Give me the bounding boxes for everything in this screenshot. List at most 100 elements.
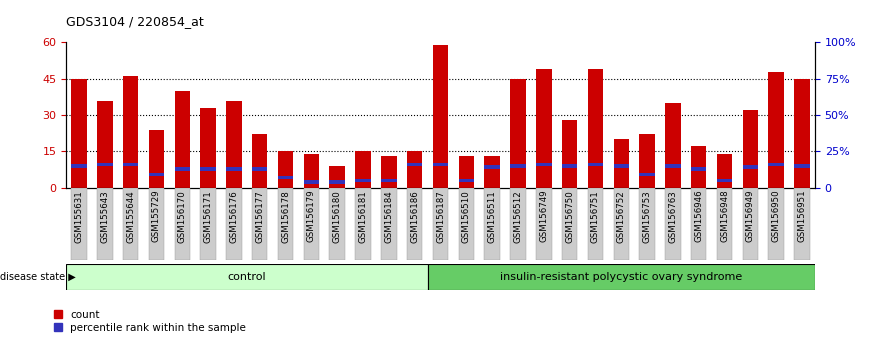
Bar [613,139,629,188]
Bar [536,188,552,260]
Text: GSM156752: GSM156752 [617,190,626,242]
Text: GSM155643: GSM155643 [100,190,109,242]
Bar [200,108,216,188]
Text: GSM156180: GSM156180 [333,190,342,242]
Text: GSM156184: GSM156184 [384,190,393,242]
Bar [562,120,577,188]
Bar [768,72,784,188]
Text: GSM156178: GSM156178 [281,190,290,242]
Text: GSM156753: GSM156753 [642,190,652,242]
Bar [304,188,319,260]
Bar [278,152,293,188]
Bar [149,130,164,188]
Bar [355,178,371,182]
Bar [304,154,319,188]
Bar [329,180,345,184]
Bar [174,167,190,171]
Bar [743,165,759,169]
Text: GSM156181: GSM156181 [359,190,367,242]
Text: GSM156171: GSM156171 [204,190,212,242]
Bar [97,101,113,188]
Text: GSM156946: GSM156946 [694,190,703,242]
Bar [149,188,164,260]
Text: GSM156949: GSM156949 [746,190,755,242]
Text: GSM156170: GSM156170 [178,190,187,242]
Bar [562,164,577,168]
Legend: count, percentile rank within the sample: count, percentile rank within the sample [54,310,246,333]
Bar [536,162,552,166]
Text: GSM156950: GSM156950 [772,190,781,242]
Bar [381,156,396,188]
Bar [665,164,681,168]
Bar [252,188,268,260]
Text: GSM156763: GSM156763 [669,190,677,242]
Bar [510,79,526,188]
Text: GSM155644: GSM155644 [126,190,135,242]
Bar [536,69,552,188]
Bar [433,188,448,260]
Bar [665,188,681,260]
Bar [97,188,113,260]
Bar [459,156,474,188]
Text: GSM156179: GSM156179 [307,190,316,242]
Bar [329,188,345,260]
Bar [768,188,784,260]
Text: GSM156948: GSM156948 [720,190,729,242]
Bar [562,188,577,260]
Bar [278,176,293,179]
Bar [717,178,732,182]
Bar [329,166,345,188]
Bar [485,156,500,188]
Bar [407,152,422,188]
Text: GSM155631: GSM155631 [75,190,84,242]
Bar [122,188,138,260]
Bar [613,164,629,168]
Bar [640,188,655,260]
Text: GSM156510: GSM156510 [462,190,470,242]
Bar [149,173,164,176]
Bar [174,91,190,188]
Bar [226,101,241,188]
Bar [252,167,268,171]
Bar [304,180,319,184]
Text: GSM156511: GSM156511 [488,190,497,242]
Bar [226,167,241,171]
Bar [510,188,526,260]
Bar [613,188,629,260]
Text: GSM156749: GSM156749 [539,190,548,242]
Bar [407,188,422,260]
Text: GSM156750: GSM156750 [565,190,574,242]
Bar [485,188,500,260]
Bar [71,164,86,168]
Bar [459,188,474,260]
Bar [691,167,707,171]
Bar [691,188,707,260]
Bar [795,164,810,168]
Bar [768,162,784,166]
Bar [71,79,86,188]
Text: GSM156176: GSM156176 [229,190,239,242]
Bar [433,162,448,166]
Text: GSM156187: GSM156187 [436,190,445,242]
Bar [588,69,603,188]
Bar [252,135,268,188]
Bar [381,178,396,182]
Bar [71,188,86,260]
Bar [640,135,655,188]
Text: GSM156951: GSM156951 [797,190,806,242]
Bar [459,178,474,182]
Bar [743,188,759,260]
Bar [200,188,216,260]
Bar [122,76,138,188]
Bar [485,165,500,169]
Bar [717,154,732,188]
Bar [588,162,603,166]
Bar [691,147,707,188]
Bar [355,188,371,260]
Bar [795,79,810,188]
Bar [278,188,293,260]
Text: control: control [227,272,266,282]
Bar [640,173,655,176]
Text: GDS3104 / 220854_at: GDS3104 / 220854_at [66,15,204,28]
Bar [427,264,815,290]
